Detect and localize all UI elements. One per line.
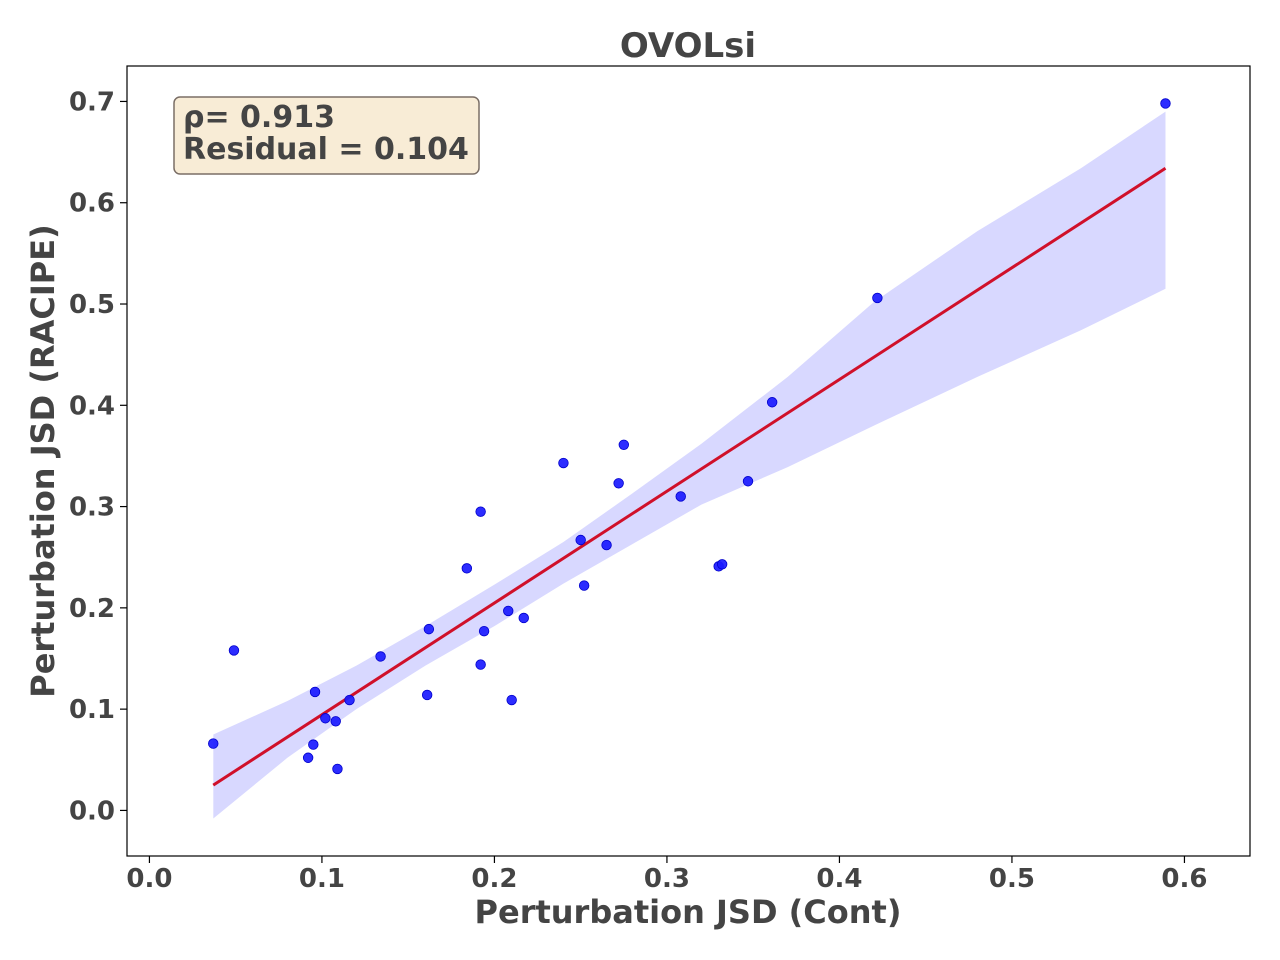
data-points-layer	[208, 98, 1171, 775]
data-point	[618, 439, 630, 450]
data-point	[675, 491, 686, 502]
stats-annotation-box: ρ= 0.913 Residual = 0.104	[173, 96, 480, 175]
fit-line-layer	[212, 167, 1167, 787]
x-axis-label: Perturbation JSD (Cont)	[475, 893, 902, 931]
data-point	[506, 694, 517, 706]
x-tick-label: 0.6	[1161, 864, 1207, 894]
x-axis-ticks: 0.0 0.1 0.2 0.3 0.4 0.5 0.6	[126, 856, 1207, 894]
plot-frame	[126, 65, 1251, 857]
x-tick-label: 0.1	[299, 864, 345, 894]
data-point	[344, 694, 355, 706]
rho-text: ρ= 0.913	[183, 100, 335, 135]
x-tick-label: 0.4	[816, 864, 862, 894]
confidence-band	[213, 111, 1166, 819]
data-point	[461, 563, 473, 574]
x-tick-label: 0.5	[989, 864, 1035, 894]
y-tick-label: 0.4	[69, 391, 115, 421]
data-point	[308, 739, 319, 750]
data-point	[208, 738, 219, 749]
data-point	[478, 625, 490, 637]
y-tick-label: 0.0	[69, 796, 115, 826]
annotation-background	[173, 96, 480, 175]
data-point	[578, 580, 590, 591]
x-tick-label: 0.0	[126, 864, 172, 894]
data-point	[613, 478, 624, 489]
residual-text: Residual = 0.104	[183, 132, 469, 167]
y-axis-label: Perturbation JSD (RACIPE)	[24, 224, 62, 697]
data-point	[518, 612, 529, 624]
y-tick-label: 0.7	[69, 87, 115, 117]
regression-line	[212, 167, 1167, 787]
data-point	[558, 457, 569, 469]
data-point	[475, 506, 486, 517]
y-tick-label: 0.1	[69, 695, 115, 725]
confidence-band-layer	[213, 111, 1166, 819]
data-point	[302, 752, 314, 763]
y-tick-label: 0.2	[69, 594, 115, 624]
data-point	[330, 716, 341, 727]
data-point	[766, 397, 778, 408]
chart-title: OVOLsi	[620, 26, 756, 66]
data-point	[503, 605, 514, 617]
x-tick-label: 0.2	[471, 864, 517, 894]
data-point	[716, 559, 728, 570]
data-point	[320, 713, 331, 724]
y-axis-ticks: 0.0 0.1 0.2 0.3 0.4 0.5 0.6 0.7	[69, 87, 127, 826]
data-point	[332, 763, 343, 775]
y-tick-label: 0.5	[69, 290, 115, 320]
data-point	[475, 659, 486, 670]
data-point	[228, 645, 240, 656]
x-tick-label: 0.3	[644, 864, 690, 894]
data-point	[309, 686, 321, 698]
data-point	[1160, 98, 1171, 109]
data-point	[872, 292, 883, 304]
data-point	[601, 539, 612, 551]
data-point	[375, 651, 386, 662]
data-point	[421, 689, 433, 701]
data-point	[575, 534, 586, 546]
data-point	[423, 623, 435, 635]
y-tick-label: 0.3	[69, 493, 115, 523]
data-point	[742, 476, 754, 487]
y-tick-label: 0.6	[69, 189, 115, 219]
